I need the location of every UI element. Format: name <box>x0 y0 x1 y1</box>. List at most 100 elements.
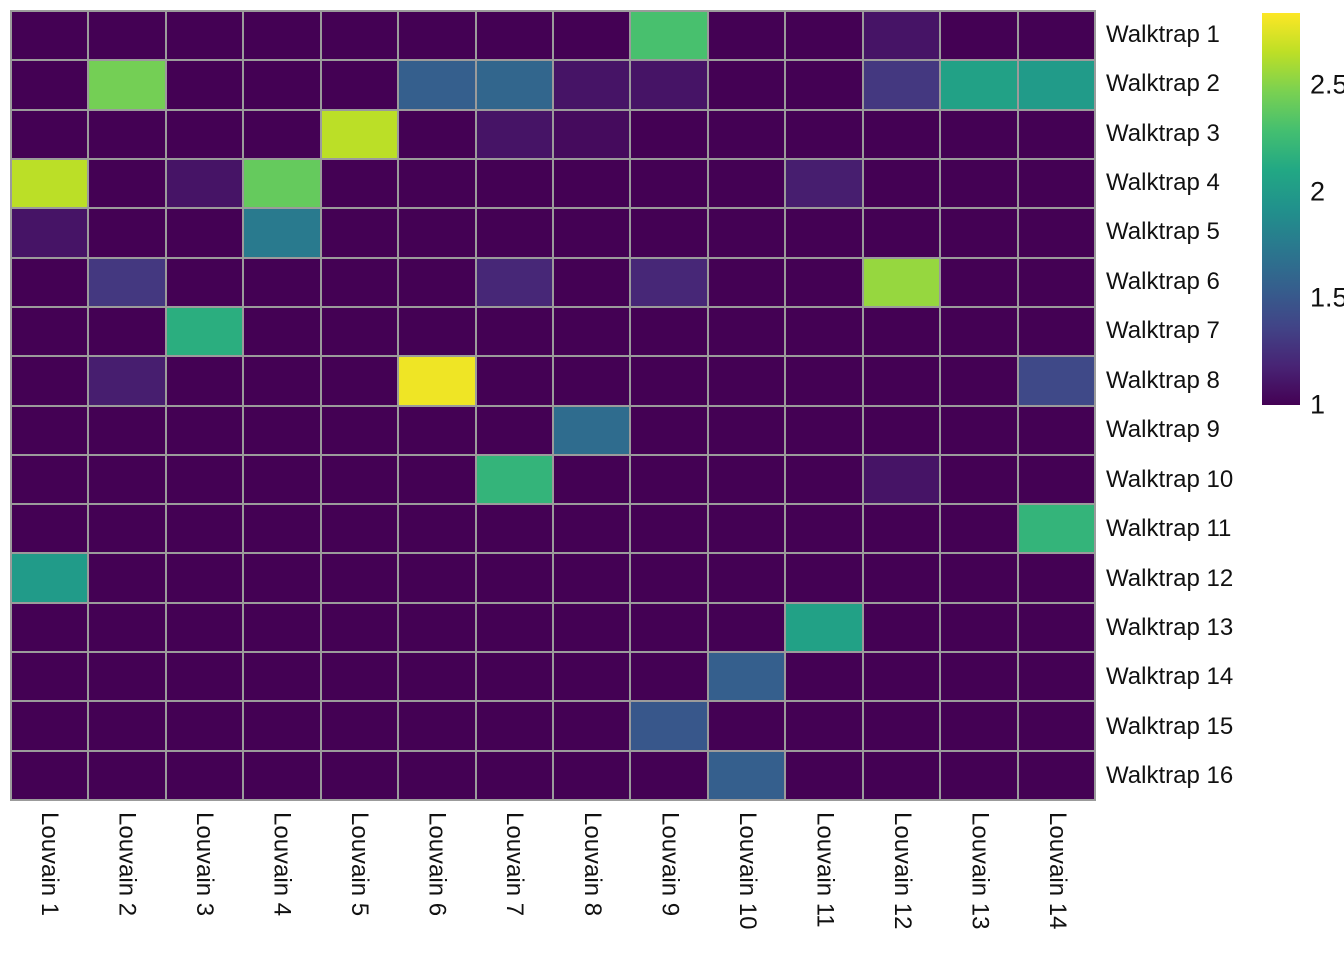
heatmap-cell <box>89 751 165 799</box>
heatmap-cell <box>244 653 320 701</box>
heatmap-cell <box>786 702 862 750</box>
heatmap-grid <box>10 10 1096 801</box>
heatmap-cell <box>166 603 243 652</box>
heatmap-cell <box>708 12 785 60</box>
heatmap-cell <box>12 653 88 701</box>
heatmap-cell <box>166 455 243 504</box>
heatmap-cell <box>708 702 785 750</box>
heatmap-cell <box>399 406 475 454</box>
heatmap-cell <box>12 258 88 306</box>
heatmap-cell <box>786 357 862 405</box>
heatmap-cell <box>166 554 243 602</box>
heatmap-cell <box>321 455 398 504</box>
heatmap-cell <box>708 110 785 158</box>
heatmap-cell <box>631 406 707 454</box>
colorbar-gradient <box>1262 13 1300 405</box>
heatmap-cell <box>941 12 1017 60</box>
heatmap-cell <box>12 406 88 454</box>
heatmap-cell <box>89 307 165 356</box>
heatmap-cell <box>399 751 475 799</box>
heatmap-cell <box>476 554 552 602</box>
heatmap-cell <box>244 751 320 799</box>
heatmap-cell <box>786 258 862 306</box>
heatmap-cell <box>863 159 940 208</box>
heatmap-cell <box>631 12 707 60</box>
heatmap-cell <box>631 702 707 750</box>
row-label: Walktrap 5 <box>1106 218 1220 246</box>
heatmap-cell <box>244 209 320 257</box>
heatmap-cell <box>1018 653 1094 701</box>
heatmap-cell <box>1018 12 1094 60</box>
heatmap-cell <box>244 455 320 504</box>
heatmap-cell <box>786 554 862 602</box>
column-label: Louvain 6 <box>423 812 451 917</box>
heatmap-cell <box>89 505 165 553</box>
heatmap-cell <box>554 653 630 701</box>
heatmap-cell <box>863 110 940 158</box>
row-label: Walktrap 16 <box>1106 762 1234 790</box>
heatmap-cell <box>708 505 785 553</box>
x-axis-column-labels: Louvain 1 Louvain 2 Louvain 3 Louvain 4 Louv… <box>10 808 1096 958</box>
heatmap-cell <box>941 159 1017 208</box>
heatmap-cell <box>554 603 630 652</box>
heatmap-cell <box>244 12 320 60</box>
heatmap-cell <box>321 307 398 356</box>
heatmap-cell <box>476 702 552 750</box>
heatmap-cell <box>321 653 398 701</box>
heatmap-cell <box>321 159 398 208</box>
heatmap-cell <box>244 357 320 405</box>
heatmap-cell <box>166 751 243 799</box>
heatmap-cell <box>166 12 243 60</box>
column-label: Louvain 9 <box>656 812 684 917</box>
heatmap-cell <box>1018 406 1094 454</box>
heatmap-cell <box>476 406 552 454</box>
heatmap-cell <box>399 653 475 701</box>
row-label: Walktrap 11 <box>1106 515 1232 543</box>
heatmap-cell <box>863 603 940 652</box>
heatmap-cell <box>941 603 1017 652</box>
heatmap-cell <box>1018 307 1094 356</box>
heatmap-cell <box>89 406 165 454</box>
heatmap-cell <box>631 258 707 306</box>
heatmap-cell <box>399 702 475 750</box>
heatmap-cell <box>554 61 630 109</box>
heatmap-cell <box>476 307 552 356</box>
heatmap-cell <box>708 653 785 701</box>
heatmap-cell <box>476 258 552 306</box>
row-label: Walktrap 13 <box>1106 613 1234 641</box>
heatmap-cell <box>12 209 88 257</box>
heatmap-cell <box>863 357 940 405</box>
heatmap-cell <box>554 159 630 208</box>
heatmap-cell <box>708 603 785 652</box>
heatmap-cell <box>554 455 630 504</box>
column-label: Louvain 7 <box>501 812 529 917</box>
heatmap-cell <box>708 307 785 356</box>
heatmap-cell <box>166 653 243 701</box>
heatmap-cell <box>166 505 243 553</box>
heatmap-cell <box>89 12 165 60</box>
heatmap-cell <box>863 12 940 60</box>
heatmap-cell <box>12 702 88 750</box>
heatmap-cell <box>12 110 88 158</box>
heatmap-cell <box>863 702 940 750</box>
heatmap-cell <box>89 455 165 504</box>
colorbar-tick-label: 1 <box>1310 389 1326 420</box>
heatmap-cell <box>166 307 243 356</box>
heatmap-cell <box>476 455 552 504</box>
heatmap-cell <box>1018 455 1094 504</box>
column-label: Louvain 2 <box>113 812 141 917</box>
heatmap-cell <box>863 653 940 701</box>
heatmap-cell <box>554 258 630 306</box>
heatmap-cell <box>244 110 320 158</box>
row-label: Walktrap 14 <box>1106 663 1234 691</box>
heatmap-cell <box>476 357 552 405</box>
heatmap-cell <box>321 258 398 306</box>
heatmap-cell <box>863 406 940 454</box>
heatmap-cell <box>321 209 398 257</box>
heatmap-cell <box>786 603 862 652</box>
heatmap-cell <box>554 406 630 454</box>
heatmap-cell <box>166 159 243 208</box>
heatmap-cell <box>863 554 940 602</box>
column-label: Louvain 1 <box>35 812 63 917</box>
